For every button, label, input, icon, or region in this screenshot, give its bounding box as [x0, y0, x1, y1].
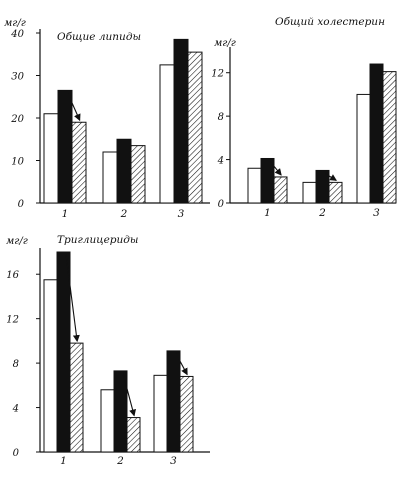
y-tick-label: 0 [18, 199, 25, 210]
bar-hatched-group-1 [71, 121, 87, 204]
bar-white-group-3 [153, 374, 168, 453]
bar-hatched-group-2 [328, 181, 343, 204]
bar-white-group-1 [247, 167, 262, 204]
y-tick-label: 16 [6, 270, 19, 281]
bar-white-group-2 [302, 181, 317, 204]
y-tick-label: 0 [218, 199, 225, 210]
bar-hatched-group-3 [382, 71, 397, 204]
bar-hatched-group-3 [187, 51, 203, 204]
bar-black-group-1 [57, 89, 73, 204]
chart-title: Общий холестерин [275, 16, 385, 28]
bar-white-group-3 [159, 64, 175, 204]
y-tick-label: 8 [13, 359, 19, 370]
bar-black-group-3 [166, 350, 181, 453]
bar-hatched-group-2 [130, 145, 146, 204]
bar-black-group-1 [56, 251, 71, 453]
decrease-arrow [67, 93, 81, 122]
y-tick-label: 8 [218, 112, 224, 123]
decrease-arrow [175, 353, 188, 376]
bar-black-group-2 [113, 370, 128, 453]
x-category-label: 3 [178, 208, 185, 220]
bar-white-group-1 [43, 279, 58, 453]
bar-black-group-2 [315, 169, 330, 204]
x-category-label: 1 [60, 455, 67, 467]
y-tick-label: 30 [11, 72, 24, 83]
bar-hatched-group-2 [126, 417, 141, 453]
decrease-arrow [65, 254, 80, 343]
y-tick-label: 12 [6, 315, 19, 326]
decrease-arrow [269, 161, 282, 176]
x-category-label: 1 [264, 207, 271, 219]
bar-white-group-1 [43, 113, 59, 204]
bar-black-group-3 [173, 38, 189, 204]
x-category-label: 3 [170, 455, 177, 467]
y-tick-label: 20 [10, 114, 24, 125]
bar-black-group-1 [260, 157, 275, 204]
y-unit-label: мг/г [4, 18, 26, 29]
bar-hatched-group-1 [69, 342, 84, 453]
y-tick-label: 12 [211, 69, 224, 80]
panel-1: Общие липиды мг/г 0 10 20 30 40 1 2 3 [4, 18, 210, 220]
y-unit-label: мг/г [6, 236, 28, 247]
chart-title: Общие липиды [57, 31, 141, 43]
bar-black-group-3 [369, 63, 384, 204]
x-category-label: 3 [373, 207, 380, 219]
bar-black-group-2 [116, 138, 132, 204]
bar-white-group-2 [100, 389, 115, 453]
x-category-label: 1 [62, 208, 69, 220]
bar-white-group-2 [102, 151, 118, 204]
y-tick-label: 40 [10, 29, 24, 40]
chart-title: Триглицериды [57, 234, 138, 246]
y-tick-label: 4 [217, 156, 224, 167]
y-tick-label: 0 [13, 448, 20, 459]
decrease-arrow [324, 172, 337, 181]
y-unit-label: мг/г [214, 38, 236, 49]
decrease-arrow [122, 373, 136, 417]
y-tick-label: 4 [12, 404, 19, 415]
bar-hatched-group-3 [179, 375, 194, 453]
x-category-label: 2 [116, 455, 124, 467]
x-category-label: 2 [120, 208, 128, 220]
bar-white-group-3 [356, 93, 371, 204]
bar-hatched-group-1 [273, 176, 288, 204]
y-tick-label: 10 [11, 157, 24, 168]
x-category-label: 2 [318, 207, 326, 219]
